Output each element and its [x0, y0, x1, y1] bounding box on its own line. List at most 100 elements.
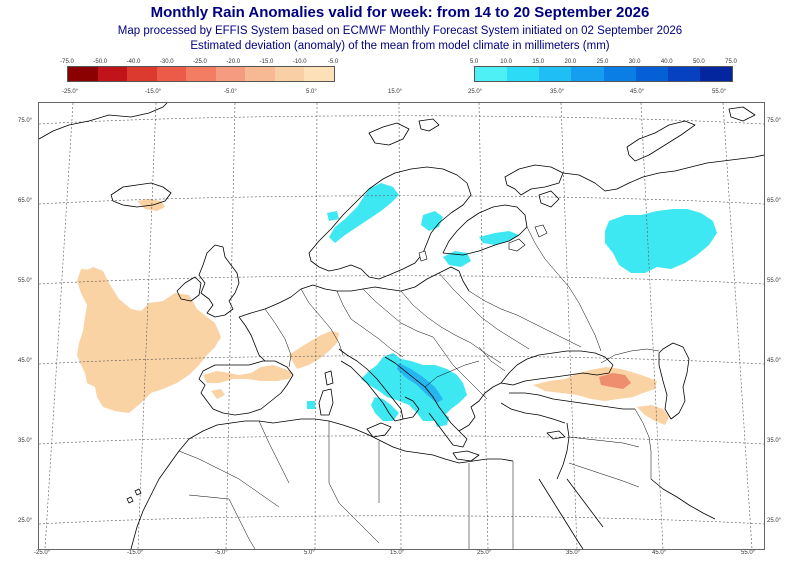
lat-label-left: 65.0° — [18, 198, 33, 204]
legend-wet-label: 40.0 — [660, 59, 673, 65]
coast-great-britain — [198, 244, 240, 318]
lon-label-top: -15.0° — [145, 89, 162, 95]
coast-red-sea — [538, 478, 584, 549]
wet-area-finland — [421, 211, 443, 231]
map-subtitle-source: Map processed by EFFIS System based on E… — [117, 25, 683, 37]
coast-corsica — [324, 370, 334, 386]
coast-north-africa — [188, 418, 514, 464]
lat-label-right: 35.0° — [767, 438, 782, 444]
coast-caspian — [658, 342, 690, 420]
lon-label-top: 35.0° — [550, 89, 565, 95]
lat-label-left: 55.0° — [18, 278, 33, 284]
europe-map — [39, 103, 764, 549]
coast-novaya-zemlya — [626, 120, 696, 162]
wet-area-finland-south — [479, 231, 519, 245]
map-title: Monthly Rain Anomalies valid for week: f… — [150, 4, 650, 21]
wet-area-balkans-italy — [361, 353, 467, 421]
wet-area-corsica — [307, 401, 315, 409]
legend-wet-swatch — [539, 67, 572, 81]
legend-dry-label: -15.0 — [259, 59, 274, 65]
lon-label-bottom: 5.0° — [304, 550, 315, 556]
wet-area-gulf-finland-small — [327, 211, 339, 221]
lat-label-left: 45.0° — [18, 358, 33, 364]
lon-label-top: 15.0° — [388, 89, 403, 95]
map-subtitle-units: Estimated deviation (anomaly) of the mea… — [190, 40, 610, 52]
lon-label-top: 55.0° — [712, 89, 727, 95]
coastlines — [39, 103, 764, 549]
lon-label-top: -25.0° — [62, 89, 79, 95]
lat-label-left: 35.0° — [18, 438, 33, 444]
lon-label-bottom: 25.0° — [477, 550, 492, 556]
legend-wet-swatch — [635, 67, 668, 81]
legend-dry-swatch — [156, 67, 187, 81]
legend-wet-label: 15.0 — [532, 59, 545, 65]
coast-france — [238, 316, 266, 362]
lon-label-top: 45.0° — [630, 89, 645, 95]
dry-area-france-south — [289, 331, 339, 369]
coast-iberia — [198, 360, 294, 416]
legend-wet — [474, 66, 733, 82]
coast-sardinia — [318, 388, 334, 416]
coast-europe-mainland — [238, 266, 470, 318]
legend-wet-label: 50.0 — [693, 59, 705, 65]
lon-label-bottom: 15.0° — [390, 550, 405, 556]
coast-turkey — [509, 392, 635, 410]
legend-dry-label: -5.0 — [327, 59, 339, 65]
legend-dry-swatch — [97, 67, 128, 81]
coast-iceland — [110, 182, 172, 208]
coast-persian-gulf — [650, 478, 716, 520]
lat-label-right: 45.0° — [767, 358, 782, 364]
legend-dry-swatch — [68, 67, 98, 81]
map-frame — [38, 102, 765, 550]
coast-russia-north — [562, 154, 764, 192]
lon-label-bottom: -5.0° — [215, 550, 228, 556]
dry-area-iberia-south — [211, 389, 225, 399]
legend-wet-label: 10.0 — [500, 59, 512, 65]
legend-dry — [67, 66, 335, 82]
legend-dry-swatch — [274, 67, 305, 81]
legend-wet-swatch — [507, 67, 540, 81]
legend-dry-swatch — [186, 67, 216, 81]
lat-label-right: 65.0° — [767, 198, 782, 204]
coast-black-sea — [500, 350, 614, 386]
wet-area-italy-south — [371, 397, 399, 421]
legend-wet-swatch — [699, 67, 732, 81]
coast-svalbard — [368, 122, 410, 146]
coast-sicily — [366, 422, 392, 438]
dry-area-iberia-north — [203, 365, 293, 383]
legend-dry-label: -25.0 — [193, 59, 207, 65]
lat-label-right: 25.0° — [767, 518, 782, 524]
lat-label-right: 55.0° — [767, 278, 782, 284]
lon-label-top: -5.0° — [224, 89, 237, 95]
dry-strong-turkey — [599, 373, 631, 389]
legend-dry-swatch — [215, 67, 246, 81]
lon-label-bottom: 55.0° — [741, 550, 756, 556]
dry-area-turkey-caucasus — [533, 367, 657, 401]
coast-africa-west — [130, 438, 190, 549]
lat-label-left: 75.0° — [18, 118, 33, 124]
wet-area-norway — [329, 183, 399, 243]
lon-label-bottom: -15.0° — [127, 550, 144, 556]
lon-label-top: 25.0° — [468, 89, 483, 95]
graticule — [39, 103, 764, 549]
legend-wet-swatch — [603, 67, 636, 81]
legend-dry-swatch — [127, 67, 157, 81]
dry-anomaly-areas — [77, 199, 669, 425]
coast-cyprus — [546, 430, 566, 440]
legend-wet-label: 25.0 — [596, 59, 609, 65]
legend-wet-label: 20.0 — [564, 59, 577, 65]
legend-wet-swatch — [667, 67, 700, 81]
lon-label-bottom: 45.0° — [652, 550, 667, 556]
legend-dry-label: -75.0 — [60, 59, 74, 65]
legend-dry-swatch — [304, 67, 334, 81]
coast-ireland — [176, 276, 202, 302]
legend-wet-label: 30.0 — [628, 59, 641, 65]
legend-wet-swatch — [475, 67, 508, 81]
legend-dry-label: -10.0 — [292, 59, 307, 65]
coast-scandinavia — [308, 166, 472, 280]
dry-area-iran — [637, 405, 669, 425]
coast-greece — [458, 382, 502, 432]
legend-dry-label: -40.0 — [126, 59, 141, 65]
legend-wet-label: 5.0 — [469, 59, 479, 65]
legend-wet-swatch — [571, 67, 604, 81]
